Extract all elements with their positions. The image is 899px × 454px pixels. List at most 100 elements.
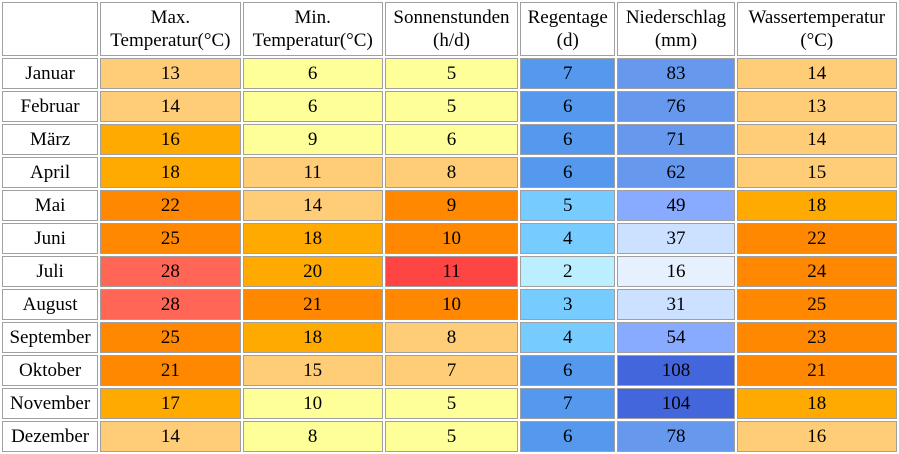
max-temp-cell: 18 xyxy=(100,157,241,188)
min-temp-cell: 18 xyxy=(242,322,383,353)
month-label: September xyxy=(2,322,99,353)
max-temp-cell: 25 xyxy=(100,223,241,254)
precipitation-cell: 104 xyxy=(617,388,735,419)
header-unit: (d) xyxy=(556,30,579,51)
rain-days-cell: 2 xyxy=(520,256,616,287)
water-temp-cell: 25 xyxy=(736,289,897,320)
sun-hours-cell: 10 xyxy=(384,223,519,254)
precipitation-cell: 54 xyxy=(617,322,735,353)
max-temp-cell: 28 xyxy=(100,256,241,287)
water-temp-cell: 14 xyxy=(736,58,897,89)
table-row: Oktober 21 15 7 6 108 21 xyxy=(2,355,897,386)
month-label: Oktober xyxy=(2,355,99,386)
min-temp-cell: 21 xyxy=(242,289,383,320)
header-max-temp: Max. Temperatur(°C) xyxy=(100,2,241,56)
month-label: April xyxy=(2,157,99,188)
header-min-temp: Min. Temperatur(°C) xyxy=(242,2,383,56)
precipitation-cell: 37 xyxy=(617,223,735,254)
rain-days-cell: 6 xyxy=(520,124,616,155)
max-temp-cell: 14 xyxy=(100,91,241,122)
rain-days-cell: 4 xyxy=(520,322,616,353)
header-label: Regentage xyxy=(527,7,608,28)
min-temp-cell: 8 xyxy=(242,421,383,452)
water-temp-cell: 21 xyxy=(736,355,897,386)
month-label: Februar xyxy=(2,91,99,122)
rain-days-cell: 6 xyxy=(520,355,616,386)
corner-cell xyxy=(2,2,99,56)
water-temp-cell: 24 xyxy=(736,256,897,287)
table-row: Juli 28 20 11 2 16 24 xyxy=(2,256,897,287)
precipitation-cell: 62 xyxy=(617,157,735,188)
month-label: August xyxy=(2,289,99,320)
sun-hours-cell: 11 xyxy=(384,256,519,287)
table-row: März 16 9 6 6 71 14 xyxy=(2,124,897,155)
rain-days-cell: 7 xyxy=(520,58,616,89)
month-label: November xyxy=(2,388,99,419)
header-precipitation: Niederschlag (mm) xyxy=(617,2,735,56)
max-temp-cell: 25 xyxy=(100,322,241,353)
header-unit: Temperatur(°C) xyxy=(110,30,231,51)
water-temp-cell: 15 xyxy=(736,157,897,188)
sun-hours-cell: 9 xyxy=(384,190,519,221)
precipitation-cell: 83 xyxy=(617,58,735,89)
max-temp-cell: 13 xyxy=(100,58,241,89)
sun-hours-cell: 5 xyxy=(384,58,519,89)
month-label: März xyxy=(2,124,99,155)
header-label: Min. xyxy=(294,7,331,28)
max-temp-cell: 16 xyxy=(100,124,241,155)
month-label: Mai xyxy=(2,190,99,221)
header-unit: Temperatur(°C) xyxy=(252,30,373,51)
table-row: Mai 22 14 9 5 49 18 xyxy=(2,190,897,221)
table-row: Februar 14 6 5 6 76 13 xyxy=(2,91,897,122)
header-row: Max. Temperatur(°C) Min. Temperatur(°C) So… xyxy=(2,2,897,56)
min-temp-cell: 10 xyxy=(242,388,383,419)
header-label: Wassertemperatur xyxy=(748,7,886,28)
min-temp-cell: 14 xyxy=(242,190,383,221)
sun-hours-cell: 6 xyxy=(384,124,519,155)
min-temp-cell: 9 xyxy=(242,124,383,155)
rain-days-cell: 6 xyxy=(520,421,616,452)
table-body: Januar 13 6 5 7 83 14 Februar 14 6 5 6 76 13 März 16 9 6 6… xyxy=(2,58,897,452)
precipitation-cell: 76 xyxy=(617,91,735,122)
water-temp-cell: 23 xyxy=(736,322,897,353)
sun-hours-cell: 5 xyxy=(384,388,519,419)
rain-days-cell: 4 xyxy=(520,223,616,254)
rain-days-cell: 6 xyxy=(520,91,616,122)
header-label: Max. xyxy=(150,7,191,28)
precipitation-cell: 31 xyxy=(617,289,735,320)
table-row: September 25 18 8 4 54 23 xyxy=(2,322,897,353)
table-row: August 28 21 10 3 31 25 xyxy=(2,289,897,320)
header-label: Niederschlag xyxy=(625,7,727,28)
precipitation-cell: 49 xyxy=(617,190,735,221)
sun-hours-cell: 5 xyxy=(384,91,519,122)
month-label: Dezember xyxy=(2,421,99,452)
header-sun-hours: Sonnenstunden (h/d) xyxy=(384,2,519,56)
precipitation-cell: 78 xyxy=(617,421,735,452)
header-unit: (h/d) xyxy=(433,30,470,51)
max-temp-cell: 28 xyxy=(100,289,241,320)
water-temp-cell: 18 xyxy=(736,190,897,221)
water-temp-cell: 13 xyxy=(736,91,897,122)
min-temp-cell: 6 xyxy=(242,91,383,122)
sun-hours-cell: 8 xyxy=(384,157,519,188)
sun-hours-cell: 7 xyxy=(384,355,519,386)
water-temp-cell: 14 xyxy=(736,124,897,155)
precipitation-cell: 71 xyxy=(617,124,735,155)
max-temp-cell: 17 xyxy=(100,388,241,419)
table-row: Januar 13 6 5 7 83 14 xyxy=(2,58,897,89)
month-label: Juni xyxy=(2,223,99,254)
min-temp-cell: 11 xyxy=(242,157,383,188)
min-temp-cell: 15 xyxy=(242,355,383,386)
sun-hours-cell: 8 xyxy=(384,322,519,353)
month-label: Januar xyxy=(2,58,99,89)
precipitation-cell: 16 xyxy=(617,256,735,287)
header-water-temp: Wassertemperatur (°C) xyxy=(736,2,897,56)
precipitation-cell: 108 xyxy=(617,355,735,386)
rain-days-cell: 6 xyxy=(520,157,616,188)
header-unit: (mm) xyxy=(654,30,698,51)
water-temp-cell: 18 xyxy=(736,388,897,419)
sun-hours-cell: 10 xyxy=(384,289,519,320)
max-temp-cell: 22 xyxy=(100,190,241,221)
table-row: Dezember 14 8 5 6 78 16 xyxy=(2,421,897,452)
